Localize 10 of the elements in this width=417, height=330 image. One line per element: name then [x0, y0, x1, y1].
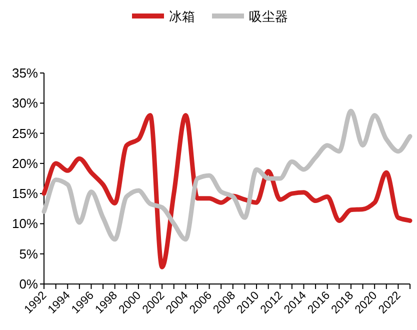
y-tick-label: 15%	[12, 186, 38, 202]
y-tick-label: 5%	[19, 246, 38, 262]
legend-label: 吸尘器	[249, 9, 288, 24]
y-tick-label: 20%	[12, 156, 38, 171]
legend-label: 冰箱	[169, 9, 195, 24]
y-tick-label: 0%	[19, 276, 38, 292]
y-tick-label: 35%	[12, 66, 38, 80]
y-tick-label: 30%	[12, 96, 38, 111]
y-tick-label: 10%	[12, 216, 38, 232]
y-tick-label: 25%	[12, 126, 38, 141]
